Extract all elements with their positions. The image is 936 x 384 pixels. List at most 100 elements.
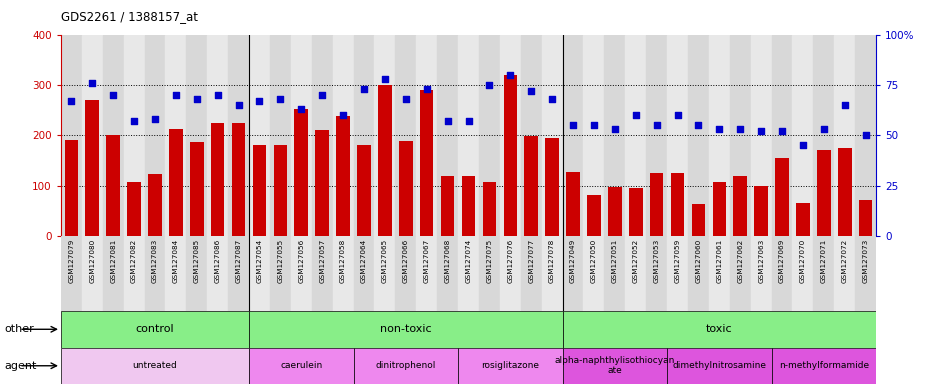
Text: untreated: untreated <box>133 361 177 370</box>
Bar <box>124 236 144 311</box>
Bar <box>332 35 353 236</box>
Bar <box>562 348 666 384</box>
Bar <box>227 35 249 236</box>
Bar <box>270 35 290 236</box>
Bar <box>503 75 517 236</box>
Bar <box>166 236 186 311</box>
Bar <box>81 35 103 236</box>
Point <box>356 86 371 92</box>
Text: alpha-naphthylisothiocyan
ate: alpha-naphthylisothiocyan ate <box>554 356 674 376</box>
Text: GSM127074: GSM127074 <box>465 238 471 283</box>
Point <box>649 122 664 128</box>
Bar <box>270 236 290 311</box>
Bar <box>711 182 725 236</box>
Text: GSM127086: GSM127086 <box>214 238 221 283</box>
Text: GSM127078: GSM127078 <box>548 238 554 283</box>
Point <box>837 102 852 108</box>
Text: GSM127071: GSM127071 <box>820 238 826 283</box>
Point <box>627 112 642 118</box>
Text: n-methylformamide: n-methylformamide <box>778 361 868 370</box>
Text: caerulein: caerulein <box>280 361 322 370</box>
Point <box>335 112 350 118</box>
Text: GSM127056: GSM127056 <box>298 238 304 283</box>
Point <box>690 122 705 128</box>
Point <box>398 96 413 102</box>
Text: GSM127066: GSM127066 <box>402 238 408 283</box>
Text: GSM127057: GSM127057 <box>319 238 325 283</box>
Bar <box>858 200 871 236</box>
Bar <box>770 236 792 311</box>
Point <box>481 82 496 88</box>
Point <box>210 92 225 98</box>
Point <box>168 92 183 98</box>
Text: GSM127053: GSM127053 <box>653 238 659 283</box>
Bar <box>687 35 709 236</box>
Bar <box>478 35 499 236</box>
Bar <box>61 35 81 236</box>
Bar <box>562 236 583 311</box>
Bar <box>607 187 621 236</box>
Point <box>711 126 726 132</box>
Text: control: control <box>136 324 174 334</box>
Bar <box>336 116 349 236</box>
Text: GSM127051: GSM127051 <box>611 238 617 283</box>
Bar <box>646 35 666 236</box>
Text: GSM127076: GSM127076 <box>506 238 513 283</box>
Bar <box>833 35 855 236</box>
Point <box>774 128 789 134</box>
Text: GSM127079: GSM127079 <box>68 238 74 283</box>
Text: GSM127068: GSM127068 <box>444 238 450 283</box>
Text: dimethylnitrosamine: dimethylnitrosamine <box>672 361 766 370</box>
Bar <box>583 35 604 236</box>
Bar <box>227 236 249 311</box>
Text: GSM127055: GSM127055 <box>277 238 283 283</box>
Point <box>126 118 141 124</box>
Bar <box>812 35 833 236</box>
Bar <box>520 236 541 311</box>
Bar <box>562 311 875 348</box>
Bar <box>650 173 663 236</box>
Text: GSM127087: GSM127087 <box>235 238 241 283</box>
Bar <box>440 176 454 236</box>
Point <box>377 76 392 82</box>
Bar <box>290 35 312 236</box>
Bar <box>249 311 562 348</box>
Text: GSM127072: GSM127072 <box>841 238 847 283</box>
Bar <box>357 146 371 236</box>
Bar <box>353 348 458 384</box>
Bar <box>190 142 203 236</box>
Bar <box>792 236 812 311</box>
Text: GSM127081: GSM127081 <box>110 238 116 283</box>
Bar <box>833 236 855 311</box>
Bar <box>374 35 395 236</box>
Bar <box>85 100 99 236</box>
Point <box>106 92 121 98</box>
Bar <box>687 236 709 311</box>
Bar <box>437 236 458 311</box>
Point <box>252 98 267 104</box>
Bar <box>770 348 875 384</box>
Bar <box>541 236 562 311</box>
Bar <box>774 157 788 236</box>
Point <box>795 142 810 149</box>
Point <box>544 96 559 102</box>
Bar <box>587 195 600 236</box>
Bar <box>670 173 683 236</box>
Text: GSM127067: GSM127067 <box>423 238 430 283</box>
Text: GSM127084: GSM127084 <box>172 238 179 283</box>
Text: non-toxic: non-toxic <box>380 324 431 334</box>
Text: rosiglitazone: rosiglitazone <box>481 361 539 370</box>
Text: other: other <box>5 324 35 334</box>
Bar <box>312 35 332 236</box>
Text: GSM127073: GSM127073 <box>862 238 868 283</box>
Bar <box>604 35 624 236</box>
Bar <box>733 176 746 236</box>
Bar <box>127 182 140 236</box>
Bar <box>416 35 437 236</box>
Bar <box>855 35 875 236</box>
Point <box>607 126 622 132</box>
Point <box>815 126 830 132</box>
Bar <box>666 35 687 236</box>
Point <box>461 118 475 124</box>
Bar <box>249 236 270 311</box>
